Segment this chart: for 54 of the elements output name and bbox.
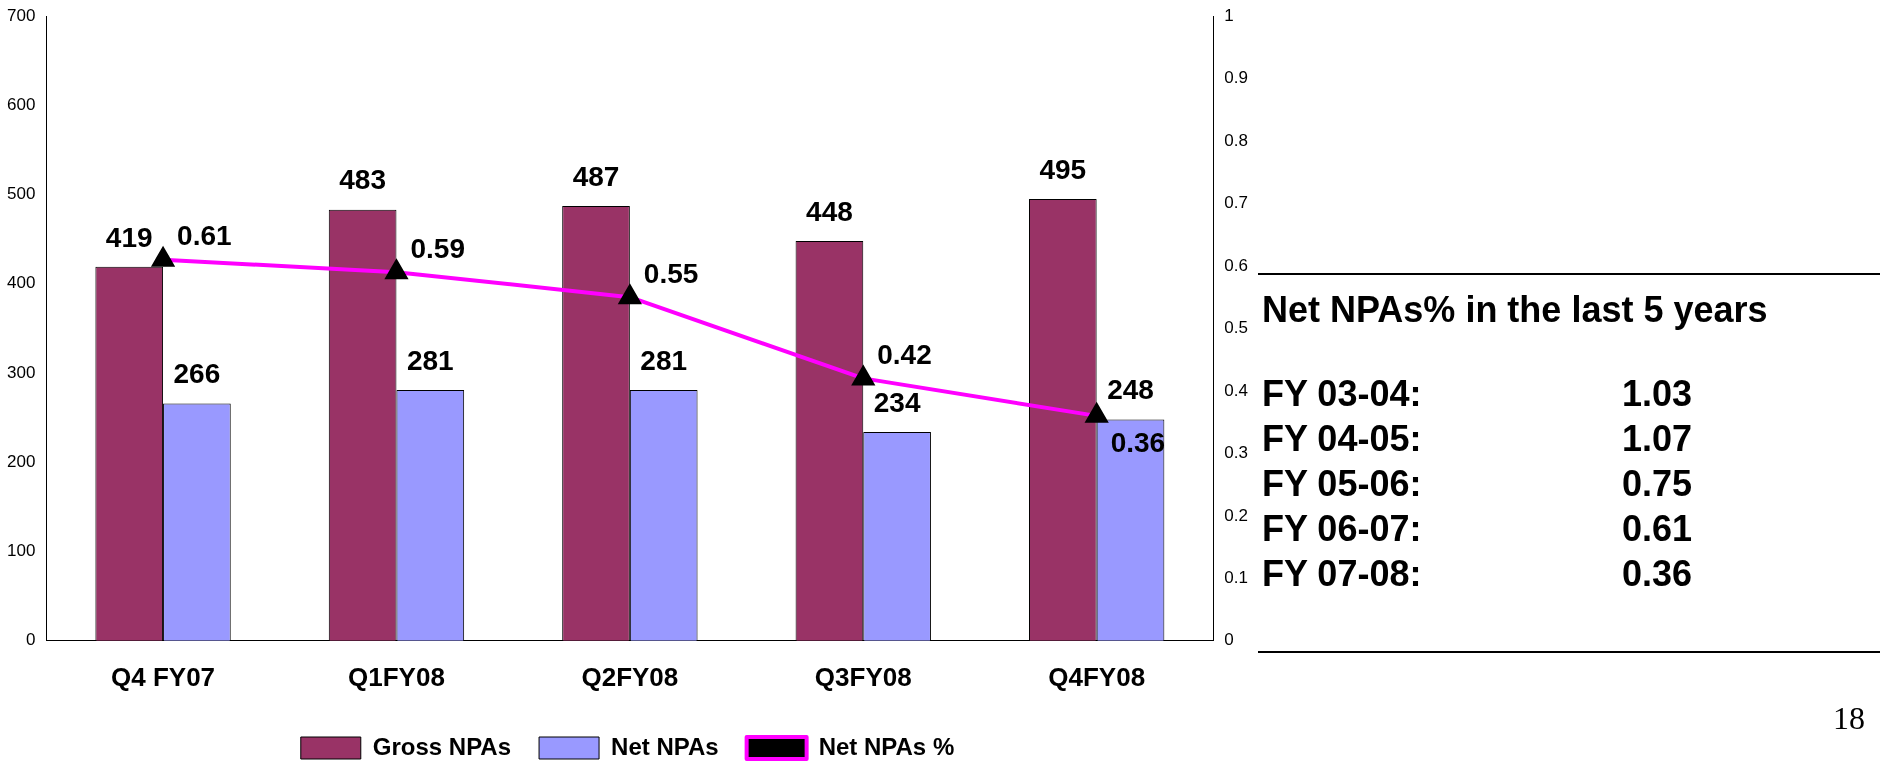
data-label: 495: [1039, 153, 1087, 185]
y2-tick-label: 1: [1224, 5, 1234, 25]
text: 1.03: [1622, 372, 1693, 416]
y-tick-label: 0: [25, 630, 36, 650]
x-tick-label: Q4 FY07: [111, 661, 216, 692]
legend-label: Net NPAs: [611, 732, 719, 760]
data-label: 234: [873, 386, 921, 418]
data-label: 419: [105, 221, 153, 253]
data-label: 483: [339, 164, 386, 196]
text: 1.07: [1622, 417, 1693, 461]
text: FY 03-04:: [1262, 372, 1423, 416]
text: FY 06-07:: [1262, 507, 1423, 551]
y2-tick-label: 0.2: [1224, 505, 1249, 525]
data-label: 281: [406, 344, 454, 376]
y2-tick-label: 0.8: [1224, 130, 1249, 150]
legend-label: Gross NPAs: [372, 732, 512, 760]
data-label: 248: [1107, 374, 1154, 406]
y2-tick-label: 0.3: [1224, 443, 1249, 463]
y-tick-label: 300: [6, 362, 36, 382]
y-tick-label: 500: [6, 184, 36, 204]
data-label: 487: [572, 160, 620, 192]
text: FY 05-06:: [1262, 462, 1423, 506]
x-tick-label: Q3FY08: [814, 661, 912, 692]
legend-label: Net NPAs %: [818, 732, 955, 760]
text: Net NPAs% in the last 5 years: [1262, 289, 1769, 331]
y2-tick-label: 0.5: [1224, 318, 1249, 338]
data-label: 281: [640, 344, 688, 376]
text: FY 04-05:: [1262, 417, 1423, 461]
y-tick-label: 100: [6, 541, 36, 561]
y2-tick-label: 0.4: [1224, 380, 1249, 400]
y2-tick-label: 0.7: [1224, 193, 1249, 213]
data-label: 0.55: [643, 257, 699, 289]
y-tick-label: 400: [6, 273, 36, 293]
text: 0.61: [1622, 507, 1693, 551]
data-label: 266: [173, 358, 221, 390]
data-label: 0.61: [177, 220, 232, 252]
text: 0.36: [1622, 552, 1693, 596]
y-tick-label: 600: [6, 94, 36, 114]
text: 18: [1833, 700, 1865, 737]
text: 0.75: [1622, 462, 1693, 506]
data-label: 0.59: [410, 232, 465, 264]
x-tick-label: Q4FY08: [1048, 661, 1146, 692]
data-label: 0.42: [877, 339, 932, 371]
y2-tick-label: 0.9: [1224, 68, 1249, 88]
y-tick-label: 700: [6, 5, 36, 25]
data-label: 448: [806, 195, 853, 227]
y-tick-label: 200: [6, 451, 36, 471]
x-tick-label: Q2FY08: [581, 661, 679, 692]
y2-tick-label: 0.1: [1224, 568, 1249, 588]
text: FY 07-08:: [1262, 552, 1423, 596]
data-label: 0.36: [1110, 426, 1166, 458]
x-tick-label: Q1FY08: [348, 661, 445, 692]
y2-tick-label: 0.6: [1224, 255, 1249, 275]
y2-tick-label: 0: [1224, 630, 1234, 650]
